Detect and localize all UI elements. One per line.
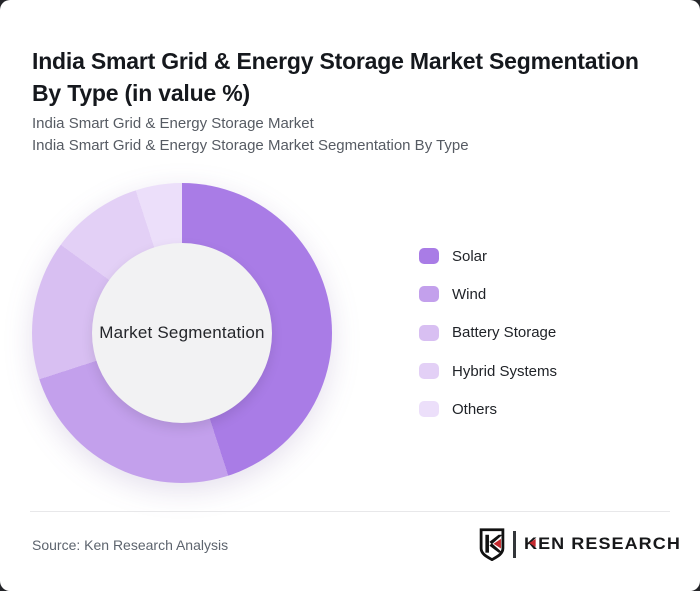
logo-separator-bar <box>513 530 516 558</box>
legend-item-battery-storage: Battery Storage <box>419 324 557 342</box>
legend-label-wind: Wind <box>452 285 487 303</box>
chart-subtitle-line-1: India Smart Grid & Energy Storage Market <box>32 115 314 132</box>
donut-center: Market Segmentation <box>92 243 272 423</box>
legend-item-hybrid-systems: Hybrid Systems <box>419 362 558 380</box>
page-title: India Smart Grid & Energy Storage Market… <box>32 48 639 107</box>
donut-chart: Market Segmentation Solar Wind Battery S… <box>0 170 700 500</box>
legend-label-solar: Solar <box>452 247 488 265</box>
legend-item-wind: Wind <box>419 285 557 303</box>
wordmark-red-triangle-icon <box>528 539 536 547</box>
ken-research-wordmark: KEN RESEARCH <box>523 534 681 553</box>
legend-swatch-wind <box>419 286 439 303</box>
legend-label-hybrid-systems: Hybrid Systems <box>452 362 558 380</box>
legend-label-others: Others <box>452 400 498 418</box>
donut-center-label: Market Segmentation <box>99 323 265 342</box>
legend-item-others: Others <box>419 400 557 418</box>
legend-label-battery-storage: Battery Storage <box>452 324 557 342</box>
chart-subtitles: India Smart Grid & Energy Storage Market… <box>32 113 469 156</box>
ken-research-logo: KEN RESEARCH <box>478 527 680 561</box>
legend-swatch-others <box>419 401 439 418</box>
chart-legend: Solar Wind Battery Storage Hybrid System… <box>419 247 558 418</box>
legend-swatch-solar <box>419 248 439 265</box>
footer-divider <box>30 511 670 512</box>
legend-item-solar: Solar <box>419 247 557 265</box>
legend-swatch-battery-storage <box>419 324 439 341</box>
ken-research-shield-icon <box>480 527 505 561</box>
legend-swatch-hybrid-systems <box>419 363 439 380</box>
chart-subtitle-line-2: India Smart Grid & Energy Storage Market… <box>32 136 469 154</box>
source-note: Source: Ken Research Analysis <box>32 537 229 553</box>
